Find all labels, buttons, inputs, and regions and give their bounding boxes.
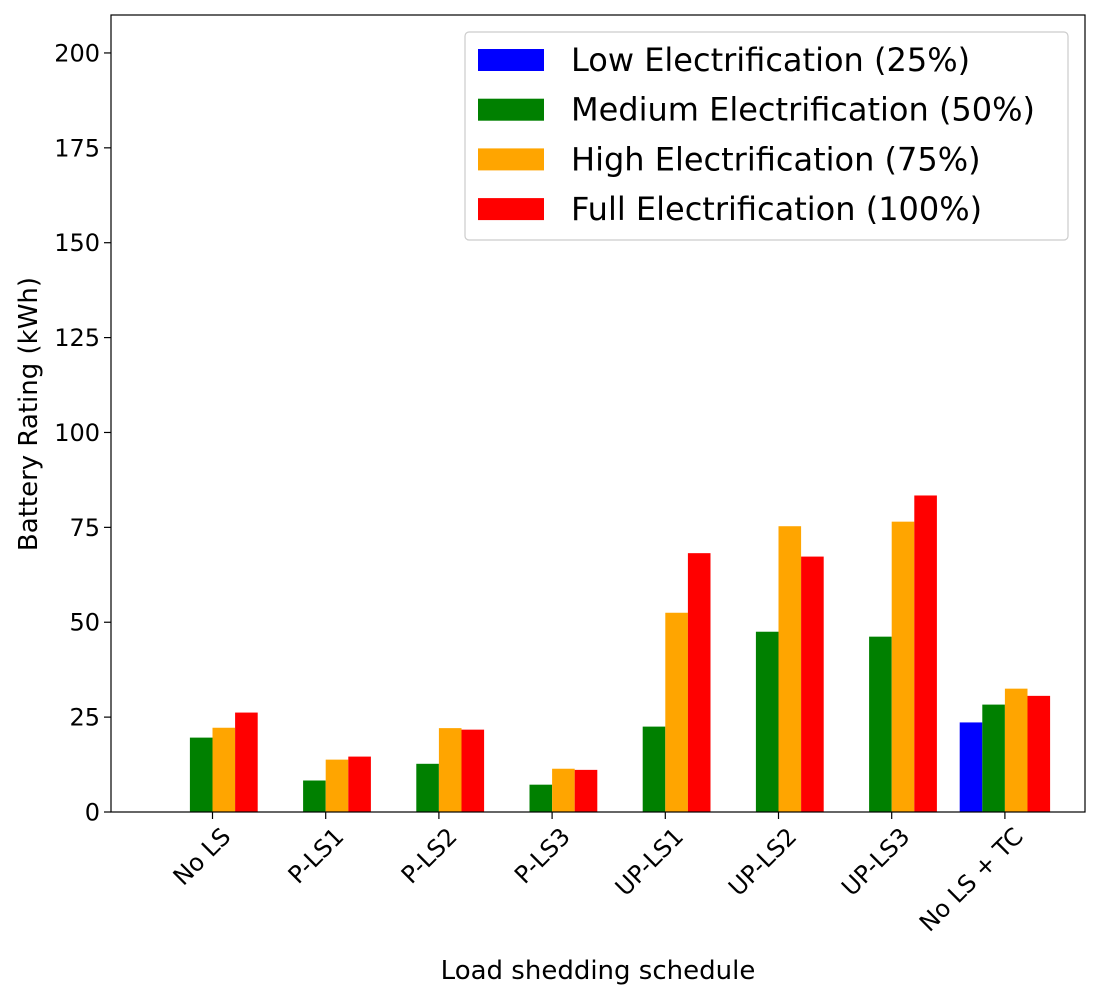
legend-label: Medium Electrification (50%) xyxy=(571,91,1035,129)
bar xyxy=(552,768,575,812)
bar xyxy=(642,726,666,812)
bar xyxy=(1004,688,1028,812)
y-tick-label: 0 xyxy=(85,799,100,827)
x-tick-label: No LS xyxy=(168,822,237,891)
y-axis-title: Battery Rating (kWh) xyxy=(14,277,44,551)
bar xyxy=(461,729,485,812)
legend-label: Low Electrification (25%) xyxy=(571,41,970,79)
bar xyxy=(325,759,349,812)
legend-frame xyxy=(464,31,1069,241)
legend: Low Electrification (25%) Medium Electrif… xyxy=(464,31,1069,241)
bar xyxy=(212,727,236,812)
x-tick-label: UP-LS1 xyxy=(610,822,689,901)
y-axis: 0 25 50 75 100 125 150 175 200 xyxy=(54,39,111,827)
y-tick-label: 50 xyxy=(69,609,100,637)
x-tick-label: No LS + TC xyxy=(914,822,1029,937)
bar xyxy=(959,722,983,812)
bar xyxy=(755,631,779,812)
x-tick-label: P-LS3 xyxy=(509,822,576,889)
y-tick-label: 200 xyxy=(54,39,100,67)
bars-layer xyxy=(189,495,1051,812)
legend-swatch xyxy=(478,148,544,171)
bar xyxy=(416,763,439,812)
bar xyxy=(801,556,824,812)
bar xyxy=(1027,695,1051,812)
bar xyxy=(914,495,937,812)
x-axis: No LS P-LS1 P-LS2 P-LS3 UP-LS1 UP-LS2 UP-LS3No… xyxy=(168,812,1029,937)
y-tick-label: 175 xyxy=(54,134,100,162)
x-axis-title: Load shedding schedule xyxy=(441,956,756,986)
bar xyxy=(869,636,892,812)
legend-swatch xyxy=(478,49,544,71)
legend-swatch xyxy=(478,98,544,121)
bar xyxy=(982,704,1005,812)
bar xyxy=(665,612,688,812)
bar xyxy=(891,521,915,812)
x-tick-label: UP-LS3 xyxy=(836,822,915,901)
y-tick-label: 150 xyxy=(54,229,100,257)
bar xyxy=(529,784,553,812)
y-tick-label: 125 xyxy=(54,324,100,352)
x-tick-label: P-LS1 xyxy=(283,822,350,889)
bar xyxy=(235,712,258,812)
legend-label: Full Electrification (100%) xyxy=(571,190,982,228)
bar xyxy=(778,526,802,812)
bar xyxy=(189,737,213,812)
bar xyxy=(348,756,371,812)
y-tick-label: 100 xyxy=(54,419,100,447)
y-tick-label: 25 xyxy=(69,704,100,732)
plot-area-frame xyxy=(110,14,1086,813)
bar xyxy=(438,728,462,812)
x-tick-label: UP-LS2 xyxy=(723,822,802,901)
legend-label: High Electrification (75%) xyxy=(571,140,981,178)
bar xyxy=(687,553,711,812)
bar xyxy=(303,780,326,812)
legend-swatch xyxy=(478,198,544,221)
bar xyxy=(574,769,598,812)
y-tick-label: 75 xyxy=(69,514,100,542)
x-tick-label: P-LS2 xyxy=(396,822,463,889)
